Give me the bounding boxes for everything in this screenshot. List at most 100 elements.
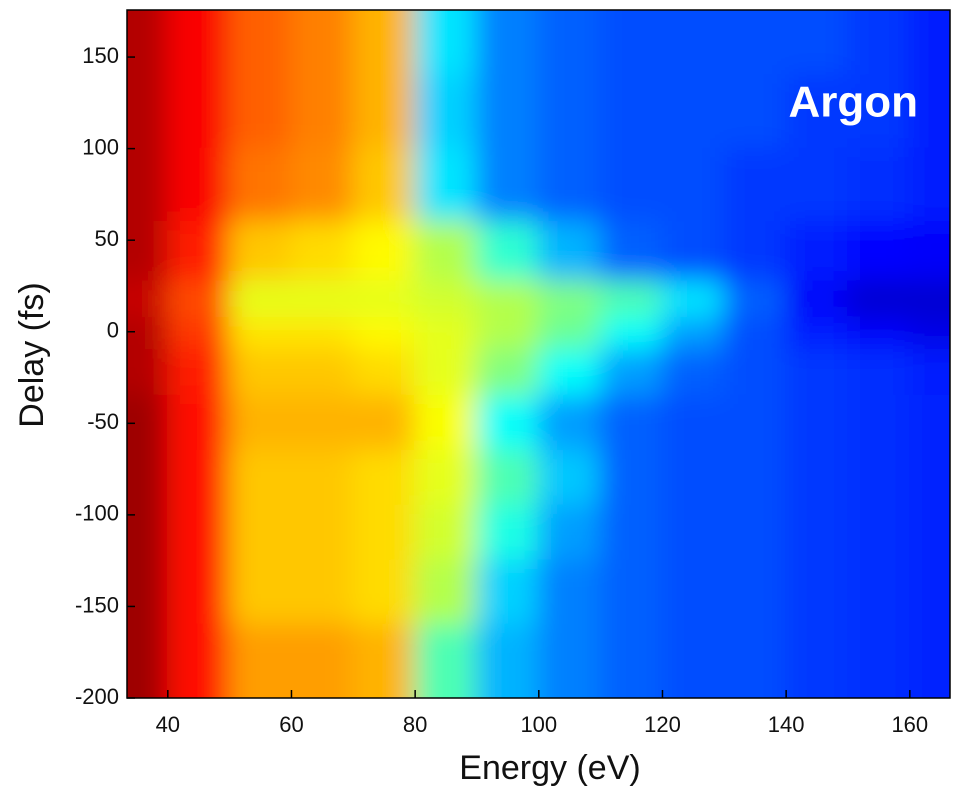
heatmap-cell: [352, 449, 417, 507]
heatmap-cell: [723, 504, 788, 562]
heatmap-cell: [228, 74, 293, 150]
heatmap-cell: [414, 280, 478, 320]
heatmap-cell: [228, 504, 293, 562]
heatmap-cell: [290, 220, 355, 283]
heatmap-cell: [661, 349, 726, 397]
heatmap-cell: [846, 147, 911, 223]
heatmap-cell: [228, 10, 293, 77]
heatmap-cell: [537, 623, 602, 698]
heatmap-cell: [661, 74, 726, 150]
x-tick-label: 100: [520, 712, 557, 737]
heatmap-cell: [661, 220, 726, 283]
heatmap-cell: [228, 280, 293, 320]
heatmap-cell: [846, 559, 911, 626]
heatmap-cell: [352, 10, 417, 77]
heatmap-cell: [414, 623, 478, 698]
heatmap-cell: [290, 280, 355, 320]
heatmap-cell: [661, 147, 726, 223]
heatmap-cell: [290, 349, 355, 397]
heatmap-cell: [723, 220, 788, 283]
heatmap-cell: [166, 394, 231, 452]
heatmap-cell: [475, 220, 540, 283]
heatmap-cell: [537, 220, 602, 283]
heatmap-cell: [723, 10, 788, 77]
heatmap-cell: [290, 449, 355, 507]
heatmap-cell: [723, 394, 788, 452]
heatmap-cell: [290, 147, 355, 223]
heatmap-cell: [723, 74, 788, 150]
heatmap-cell: [908, 623, 950, 698]
heatmap-cell: [127, 449, 169, 507]
heatmap-cell: [127, 280, 169, 320]
heatmap-cell: [661, 449, 726, 507]
plot-area: [127, 10, 950, 698]
heatmap-cell: [352, 623, 417, 698]
heatmap-cell: [414, 449, 478, 507]
heatmap-cell: [166, 504, 231, 562]
y-tick-label: 0: [107, 318, 119, 343]
x-tick-label: 140: [768, 712, 805, 737]
heatmap-cell: [166, 317, 231, 352]
heatmap-cell: [599, 280, 664, 320]
heatmap-cell: [352, 394, 417, 452]
heatmap-cell: [127, 10, 169, 77]
heatmap-cell: [908, 10, 950, 77]
heatmap-cell: [599, 623, 664, 698]
heatmap-cell: [723, 349, 788, 397]
heatmap-cell: [599, 449, 664, 507]
heatmap-cell: [352, 220, 417, 283]
heatmap-cell: [785, 349, 849, 397]
heatmap-cell: [785, 10, 849, 77]
heatmap-cell: [414, 220, 478, 283]
heatmap-cell: [599, 10, 664, 77]
heatmap-cell: [908, 317, 950, 352]
heatmap-cell: [166, 349, 231, 397]
heatmap-cell: [599, 504, 664, 562]
heatmap-cell: [908, 504, 950, 562]
heatmap-cell: [127, 74, 169, 150]
heatmap-cell: [228, 349, 293, 397]
heatmap-cell: [228, 559, 293, 626]
heatmap-cell: [846, 10, 911, 77]
heatmap-cell: [414, 147, 478, 223]
x-tick-label: 120: [644, 712, 681, 737]
heatmap-cell: [846, 220, 911, 283]
heatmap-cell: [228, 394, 293, 452]
heatmap-cell: [475, 317, 540, 352]
heatmap-cell: [908, 147, 950, 223]
heatmap-cell: [599, 349, 664, 397]
heatmap-cell: [537, 504, 602, 562]
heatmap-cell: [661, 394, 726, 452]
heatmap-cell: [661, 10, 726, 77]
x-axis-label: Energy (eV): [459, 749, 640, 787]
heatmap-cell: [846, 317, 911, 352]
heatmap-cell: [908, 74, 950, 150]
heatmap-cell: [475, 504, 540, 562]
heatmap-cell: [352, 504, 417, 562]
heatmap-cell: [846, 449, 911, 507]
y-tick-label: -200: [75, 684, 119, 709]
heatmap-cell: [166, 623, 231, 698]
heatmap-cell: [599, 559, 664, 626]
heatmap-cell: [475, 10, 540, 77]
heatmap-cell: [352, 147, 417, 223]
heatmap-cell: [127, 623, 169, 698]
heatmap-cell: [537, 449, 602, 507]
heatmap-cell: [723, 559, 788, 626]
heatmap-cell: [290, 623, 355, 698]
annotation: Argon: [788, 78, 918, 127]
heatmap-cell: [785, 147, 849, 223]
heatmap-cell: [352, 74, 417, 150]
heatmap-cell: [908, 349, 950, 397]
heatmap-cell: [127, 220, 169, 283]
heatmap-cell: [127, 147, 169, 223]
heatmap-cell: [537, 559, 602, 626]
x-tick-label: 80: [403, 712, 427, 737]
heatmap-cell: [414, 349, 478, 397]
heatmap-cell: [127, 317, 169, 352]
heatmap-cell: [475, 74, 540, 150]
heatmap-cell: [846, 504, 911, 562]
heatmap-cell: [661, 317, 726, 352]
